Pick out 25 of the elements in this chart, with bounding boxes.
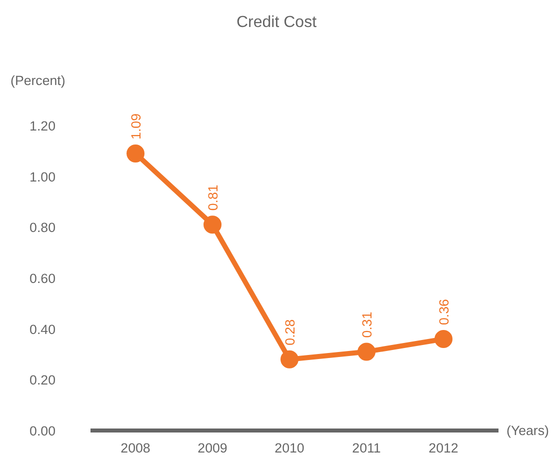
point <box>204 216 222 234</box>
data-label: 1.09 <box>128 114 144 140</box>
data-label: 0.31 <box>360 312 374 338</box>
y-tick-label: 0.40 <box>30 322 56 337</box>
data-label: 0.36 <box>436 299 452 325</box>
y-tick-label: 0.00 <box>30 424 56 438</box>
x-tick-label: 2008 <box>120 440 150 456</box>
y-tick-label: 1.00 <box>30 169 56 184</box>
x-axis-title: (Years) <box>506 423 549 438</box>
y-tick-label: 0.20 <box>30 372 56 388</box>
data-label: 0.81 <box>206 184 220 211</box>
x-tick-label: 2012 <box>428 440 458 456</box>
y-tick-label: 1.20 <box>30 118 56 134</box>
x-tick-label: 2009 <box>198 440 228 456</box>
point <box>280 350 298 368</box>
x-tick-label: 2010 <box>274 440 304 456</box>
y-axis-title: (Percent) <box>10 73 66 88</box>
point <box>358 342 376 361</box>
chart-title: Credit Cost <box>236 14 318 31</box>
y-tick-label: 0.80 <box>30 220 56 236</box>
y-tick-label: 0.60 <box>30 271 56 286</box>
x-tick-label: 2011 <box>352 440 381 456</box>
data-label: 0.28 <box>282 319 298 346</box>
point <box>434 330 452 348</box>
point <box>126 144 144 162</box>
